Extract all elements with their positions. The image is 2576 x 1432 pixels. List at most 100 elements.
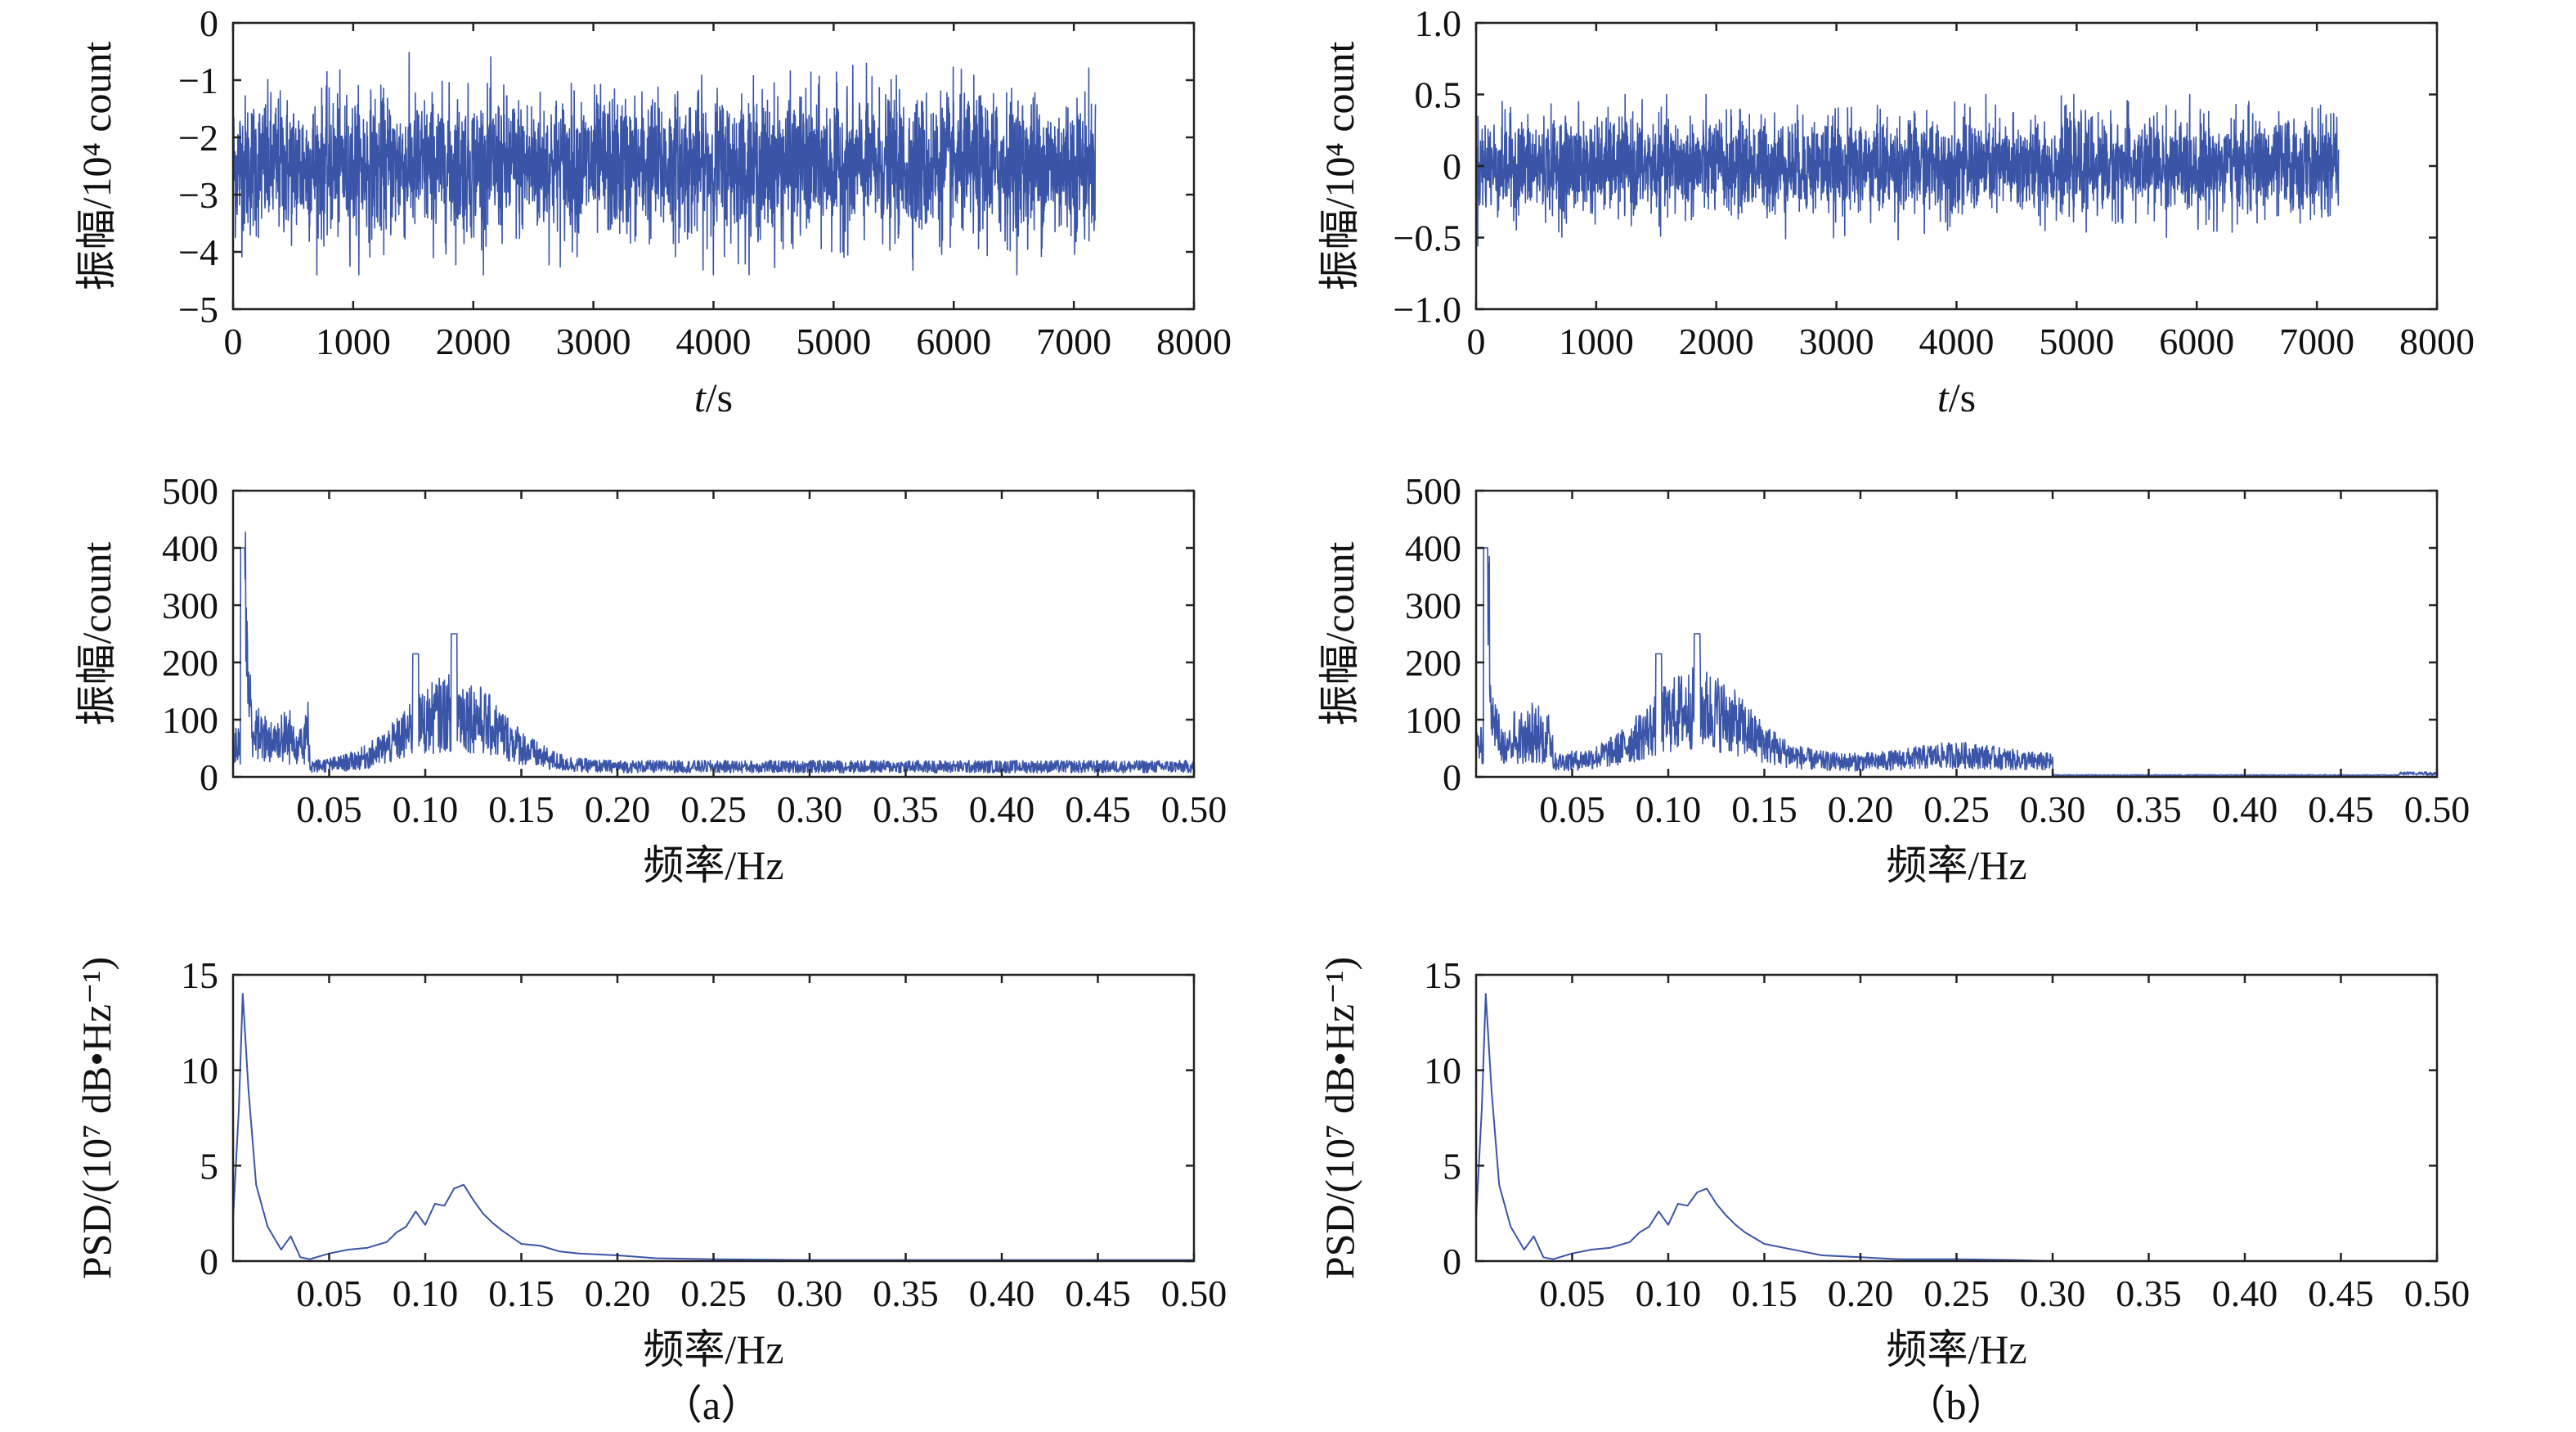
x-axis-label: 频率/Hz [643,842,783,888]
y-tick-label: 100 [162,699,218,741]
series-line-a-middle [233,531,1194,774]
x-tick-label: 0.20 [585,788,651,830]
y-tick-label: 0 [200,1241,218,1282]
series-line-a-bottom [233,993,1194,1261]
x-tick-label: 0.20 [585,1273,651,1314]
x-tick-label: 5000 [2039,321,2114,362]
y-tick-label: 10 [1424,1050,1461,1092]
plot-frame [231,973,1196,1263]
chart-panel-b-middle: 0.05 0.10 0.15 0.20 0.25 0.30 0.35 0.40 0.45 0.50… [1317,470,2470,888]
x-tick-label: 0.40 [969,788,1035,830]
x-tick-label: 6000 [2159,321,2234,362]
series-line-b-bottom [1476,993,2437,1261]
chart-panel-b-top: 0 1000 2000 3000 4000 5000 6000 7000 8000 1.0 0.5 0… [1317,2,2475,420]
x-axis-label: t/s [694,375,733,420]
y-axis-label: 振幅/10⁴ count [1317,41,1362,290]
plot-frame [1474,489,2439,779]
y-tick-label: 500 [162,470,218,512]
x-axis-label: t/s [1937,375,1976,420]
x-tick-label: 0.35 [2116,788,2182,830]
y-tick-label: 200 [162,642,218,684]
plot-frame [231,489,1196,779]
x-tick-label: 0.10 [1636,1273,1702,1314]
x-tick-label: 0.30 [2020,1273,2086,1314]
x-tick-label: 0.15 [1731,788,1797,830]
x-tick-label: 0.25 [1923,788,1990,830]
y-tick-label: 400 [162,527,218,569]
x-tick-label: 0.30 [777,1273,843,1314]
y-axis-label: 振幅/count [74,541,119,725]
x-tick-label: 0.35 [873,788,939,830]
y-tick-label: 300 [1405,585,1461,626]
x-tick-label: 7000 [2279,321,2354,362]
x-tick-label: 0.50 [1161,788,1227,830]
x-tick-label: 0.25 [1923,1273,1990,1314]
y-tick-label: 500 [1405,470,1461,512]
x-tick-label: 2000 [1679,321,1754,362]
x-tick-label: 0.45 [1065,1273,1131,1314]
x-tick-label: 0.30 [777,788,843,830]
y-tick-label: 0 [1443,1241,1461,1282]
y-tick-label: −3 [178,174,218,216]
y-tick-label: 1.0 [1415,2,1462,44]
x-tick-label: 0.05 [1539,788,1605,830]
x-tick-label: 4000 [676,321,752,362]
x-tick-label: 0.25 [680,1273,747,1314]
series-line-b-top [1476,93,2340,247]
y-axis-label: PSD/(10⁷ dB•Hz⁻¹) [1317,957,1362,1279]
x-tick-label: 0.35 [873,1273,939,1314]
chart-panel-a-top: 0 1000 2000 3000 4000 5000 6000 7000 8000 0 −1 −2 −3… [74,2,1232,420]
series-line-a-top [233,52,1097,276]
x-tick-label: 4000 [1919,321,1995,362]
y-tick-label: −4 [178,231,218,273]
y-tick-label: 0 [200,756,218,798]
caption-b: （b） [1905,1382,2008,1428]
x-tick-label: 0.20 [1828,1273,1894,1314]
y-tick-label: −5 [178,289,218,330]
x-tick-label: 0.45 [2308,788,2374,830]
x-tick-label: 0.10 [393,1273,459,1314]
x-tick-label: 0 [1467,321,1486,362]
x-tick-label: 0.35 [2116,1273,2182,1314]
plot-frame [1474,973,2439,1263]
y-axis-label: PSD/(10⁷ dB•Hz⁻¹) [74,957,119,1279]
x-axis-label: 频率/Hz [643,1327,783,1372]
y-tick-label: 400 [1405,527,1461,569]
x-tick-label: 0 [224,321,243,362]
y-tick-label: 0 [1443,146,1461,187]
x-tick-label: 0.50 [2404,788,2471,830]
x-tick-label: 0.40 [2212,1273,2278,1314]
x-tick-label: 0.50 [2404,1273,2471,1314]
y-tick-label: 15 [181,954,218,996]
y-tick-label: 15 [1424,954,1461,996]
x-axis-label: 频率/Hz [1886,1327,2026,1372]
y-tick-label: 10 [181,1050,218,1092]
x-tick-label: 0.20 [1828,788,1894,830]
x-tick-label: 8000 [1156,321,1232,362]
y-tick-label: −0.5 [1393,218,1461,259]
y-tick-label: −1.0 [1393,289,1461,330]
y-tick-label: 0 [200,2,218,44]
x-tick-label: 0.15 [488,1273,554,1314]
y-tick-label: 200 [1405,642,1461,684]
x-tick-label: 8000 [2399,321,2475,362]
x-tick-label: 3000 [1799,321,1874,362]
x-tick-label: 0.05 [1539,1273,1605,1314]
x-tick-label: 1000 [1559,321,1634,362]
chart-panel-b-bottom: 0.05 0.10 0.15 0.20 0.25 0.30 0.35 0.40 0.45 0.50… [1317,954,2470,1372]
x-tick-label: 0.50 [1161,1273,1227,1314]
caption-a: （a） [662,1382,761,1428]
y-tick-label: 0 [1443,756,1461,798]
x-tick-label: 5000 [796,321,871,362]
chart-panel-a-bottom: 0.05 0.10 0.15 0.20 0.25 0.30 0.35 0.40 0.45 0.50… [74,954,1227,1372]
x-tick-label: 0.25 [680,788,747,830]
y-tick-label: 0.5 [1415,74,1462,116]
y-tick-label: 100 [1405,699,1461,741]
x-tick-label: 0.45 [2308,1273,2374,1314]
x-tick-label: 0.10 [1636,788,1702,830]
x-tick-label: 6000 [916,321,991,362]
x-tick-label: 0.05 [296,1273,362,1314]
y-tick-label: −2 [178,117,218,159]
chart-panel-a-middle: 0.05 0.10 0.15 0.20 0.25 0.30 0.35 0.40 0.45 0.50… [74,470,1227,888]
